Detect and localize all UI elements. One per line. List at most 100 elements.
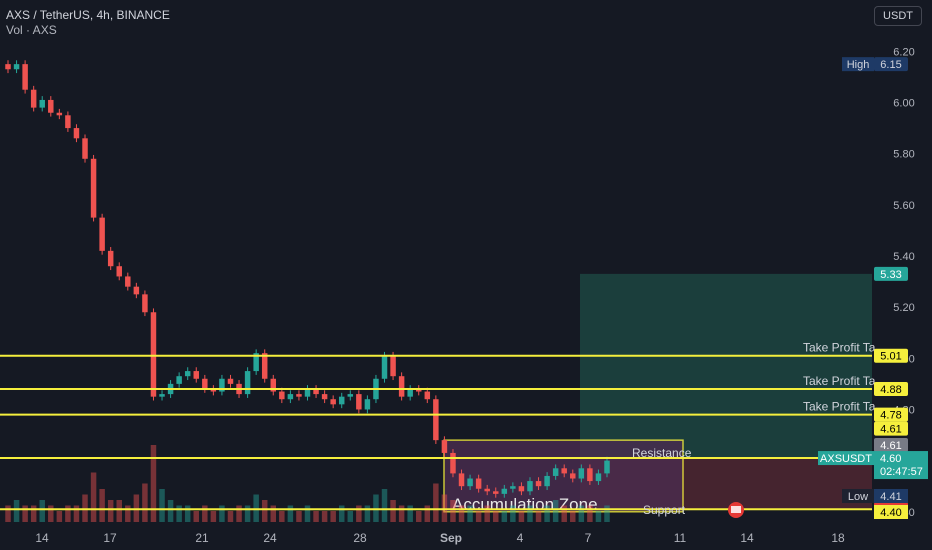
candle-body — [210, 388, 217, 392]
volume-bar — [570, 511, 576, 522]
volume-bar — [167, 500, 174, 522]
volume-bar — [73, 505, 80, 522]
accumulation-zone-box — [443, 439, 684, 513]
volume-bar — [416, 511, 422, 522]
volume-bar — [5, 505, 11, 522]
candle-body — [595, 473, 602, 482]
candle-body — [253, 353, 259, 372]
volume-bar — [150, 445, 157, 522]
volume-bar — [467, 505, 473, 522]
candle-body — [5, 64, 11, 70]
volume-bar — [407, 505, 413, 522]
candle-body — [518, 486, 525, 492]
candle-body — [552, 468, 559, 476]
candle-body — [338, 396, 345, 405]
level-badge-bg — [874, 348, 908, 363]
volume-bar — [347, 511, 354, 522]
volume-bar — [604, 505, 610, 522]
candle-body — [142, 294, 148, 313]
candle-body — [356, 394, 362, 410]
level-label: Take Profit Ta — [803, 400, 876, 414]
last-price-bg — [874, 451, 928, 480]
candle-body — [202, 378, 208, 389]
candle-body — [287, 394, 294, 400]
volume-bar — [458, 505, 465, 522]
volume-bar — [107, 500, 114, 522]
volume-bar — [116, 500, 122, 522]
low-label-bg — [842, 489, 874, 503]
candle-body — [193, 371, 199, 379]
volume-bar — [313, 511, 319, 522]
volume-bar — [184, 505, 191, 522]
candle-body — [65, 115, 71, 129]
volume-bar — [587, 505, 593, 522]
level-badge-bg — [874, 381, 908, 396]
level-label: Take Profit Ta — [803, 341, 876, 355]
resistance-price-badge-bg — [874, 438, 908, 453]
volume-bar — [99, 489, 105, 522]
y-tick-label: 5.40 — [893, 251, 914, 263]
candle-body — [450, 452, 456, 474]
candle-body — [159, 394, 165, 397]
volume-bar — [202, 505, 208, 522]
volume-bar — [227, 511, 234, 522]
candle-body — [219, 378, 225, 392]
low-value: 4.41 — [880, 491, 901, 503]
candle-body — [313, 388, 319, 395]
volume-bar — [65, 505, 71, 522]
candle-body — [296, 394, 302, 397]
volume-bar — [270, 505, 277, 522]
x-tick-label: 18 — [831, 531, 845, 545]
volume-bar — [484, 505, 490, 522]
volume-bar — [244, 505, 251, 522]
candles — [5, 60, 610, 498]
candle-body — [150, 312, 157, 397]
candle-body — [176, 376, 182, 384]
volume-bar — [321, 511, 328, 522]
volume-bar — [22, 505, 28, 522]
volume-bar — [261, 500, 268, 522]
time-axis: 14 17 21 24 28 Sep 4 7 11 14 18 — [35, 531, 845, 545]
level-lines: Take Profit Ta Take Profit Ta Take Profit … — [0, 341, 876, 517]
tp-top-badge-bg — [874, 266, 908, 281]
candle-body — [475, 478, 482, 489]
candle-body — [604, 460, 610, 474]
volume-bar — [193, 511, 199, 522]
high-value-badge-bg — [874, 57, 908, 72]
candle-body — [493, 491, 499, 494]
last-symbol-bg — [818, 451, 874, 466]
high-label-bg — [842, 57, 874, 72]
volume-bar — [287, 505, 294, 522]
candle-body — [347, 394, 354, 397]
volume-bar — [210, 511, 217, 522]
low-label: Low — [848, 491, 868, 503]
level-label: Support — [643, 503, 686, 517]
high-label: High — [847, 59, 870, 71]
candle-body — [90, 158, 97, 218]
y-tick-label: 5.60 — [893, 200, 914, 212]
countdown-value: 02:47:57 — [880, 466, 923, 478]
candle-body — [82, 138, 88, 159]
candle-body — [484, 488, 490, 492]
volume-bar — [364, 505, 371, 522]
volume-bar — [450, 500, 456, 522]
resistance-price-badge: 4.61 — [880, 440, 901, 452]
candle-body — [270, 378, 277, 392]
candle-body — [184, 371, 191, 377]
volume-bar — [142, 483, 148, 522]
candle-body — [467, 478, 473, 487]
y-tick-label: 6.20 — [893, 46, 914, 58]
accumulation-zone-label: Accumulation Zone — [452, 495, 598, 514]
volume-bar — [56, 511, 63, 522]
level-badge: 4.78 — [880, 410, 901, 422]
volume-bar — [390, 500, 396, 522]
volume-bar — [90, 472, 97, 522]
candle-body — [116, 266, 122, 277]
candle-body — [304, 388, 311, 397]
volume-bar — [236, 505, 242, 522]
level-label: Resistance — [632, 446, 692, 460]
chart-legend: AXS / TetherUS, 4h, BINANCE Vol · AXS — [6, 8, 170, 38]
currency-button[interactable]: USDT — [874, 6, 922, 26]
volume-bar — [304, 505, 311, 522]
